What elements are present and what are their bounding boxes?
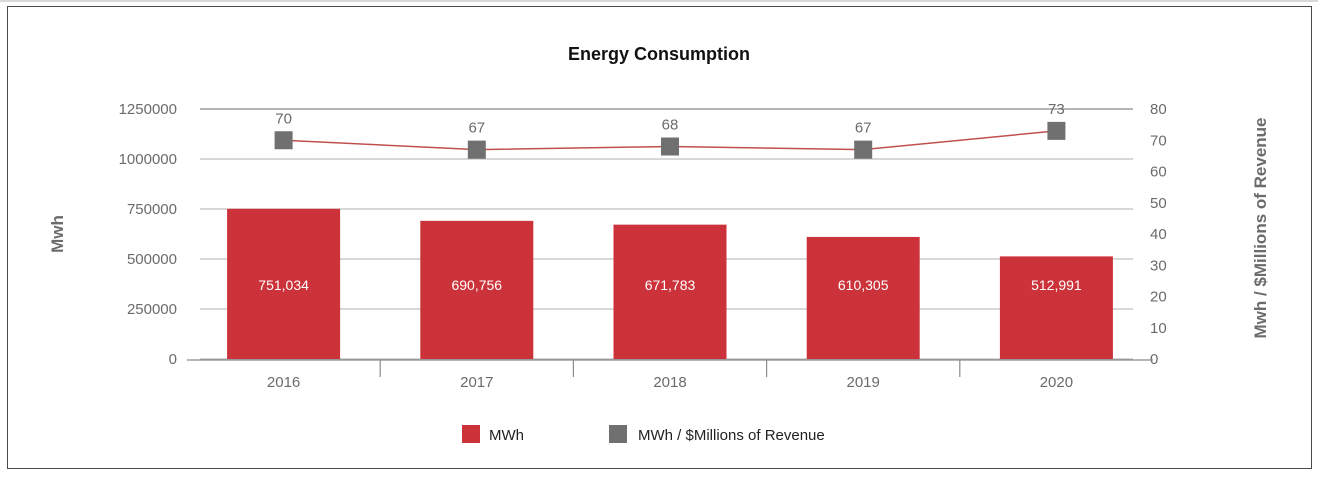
line-point-label: 68: [662, 117, 679, 134]
bar: [227, 208, 341, 359]
left-tick-label: 1250000: [119, 101, 177, 118]
top-border-line: [0, 0, 1318, 2]
x-axis: 2016 2017 2018 2019 2020: [187, 359, 1153, 391]
x-tick-label: 2017: [460, 374, 493, 391]
bar-data-label: 512,991: [1031, 277, 1082, 293]
line-point-marker: [467, 140, 486, 159]
x-tick-label: 2018: [653, 374, 686, 391]
left-tick-label: 0: [169, 351, 177, 368]
right-tick-label: 30: [1150, 257, 1167, 274]
right-tick-label: 70: [1150, 132, 1167, 149]
x-tick-label: 2020: [1040, 374, 1073, 391]
x-tick-label: 2016: [267, 374, 300, 391]
line-point-marker: [854, 140, 873, 159]
left-tick-label: 750000: [127, 201, 177, 218]
line-point-label: 67: [855, 120, 872, 137]
line-point-marker: [1047, 121, 1066, 140]
right-tick-label: 60: [1150, 164, 1167, 181]
bar-data-label: 610,305: [838, 277, 889, 293]
line-point-label: 70: [275, 110, 292, 127]
line-series: 70 67 68 67 73: [274, 101, 1066, 159]
bar-data-label: 690,756: [451, 277, 502, 293]
bar-series: 751,034 690,756 671,783 610,305 512,991: [227, 208, 1113, 359]
right-tick-label: 0: [1150, 351, 1158, 368]
left-tick-label: 250000: [127, 301, 177, 318]
legend-swatch-mwh: [462, 425, 480, 443]
left-axis-title: Mwh: [48, 215, 67, 253]
bar-data-label: 671,783: [645, 277, 696, 293]
right-tick-label: 80: [1150, 101, 1167, 118]
bar-data-label: 751,034: [258, 277, 309, 293]
bar: [613, 224, 727, 359]
bar: [420, 220, 534, 359]
left-axis-ticks: 0 250000 500000 750000 1000000 1250000: [119, 101, 177, 368]
bar: [999, 256, 1113, 359]
right-axis-title: Mwh / $Millions of Revenue: [1251, 117, 1270, 338]
legend-swatch-mwh-per-revenue: [609, 425, 627, 443]
line-point-marker: [274, 131, 293, 150]
x-tick-label: 2019: [847, 374, 880, 391]
line-point-label: 67: [468, 120, 485, 137]
legend: MWh MWh / $Millions of Revenue: [462, 425, 825, 444]
chart-title: Energy Consumption: [568, 44, 750, 64]
bar: [806, 236, 920, 359]
right-tick-label: 20: [1150, 289, 1167, 306]
right-tick-label: 50: [1150, 195, 1167, 212]
left-tick-label: 1000000: [119, 151, 177, 168]
line-point-marker: [661, 137, 679, 156]
line-point-label: 73: [1048, 101, 1065, 118]
right-tick-label: 40: [1150, 226, 1167, 243]
right-axis-ticks: 0 10 20 30 40 50 60 70 80: [1150, 101, 1167, 368]
left-tick-label: 500000: [127, 251, 177, 268]
legend-label-mwh: MWh: [489, 427, 524, 444]
legend-label-mwh-per-revenue: MWh / $Millions of Revenue: [638, 427, 825, 444]
right-tick-label: 10: [1150, 320, 1167, 337]
